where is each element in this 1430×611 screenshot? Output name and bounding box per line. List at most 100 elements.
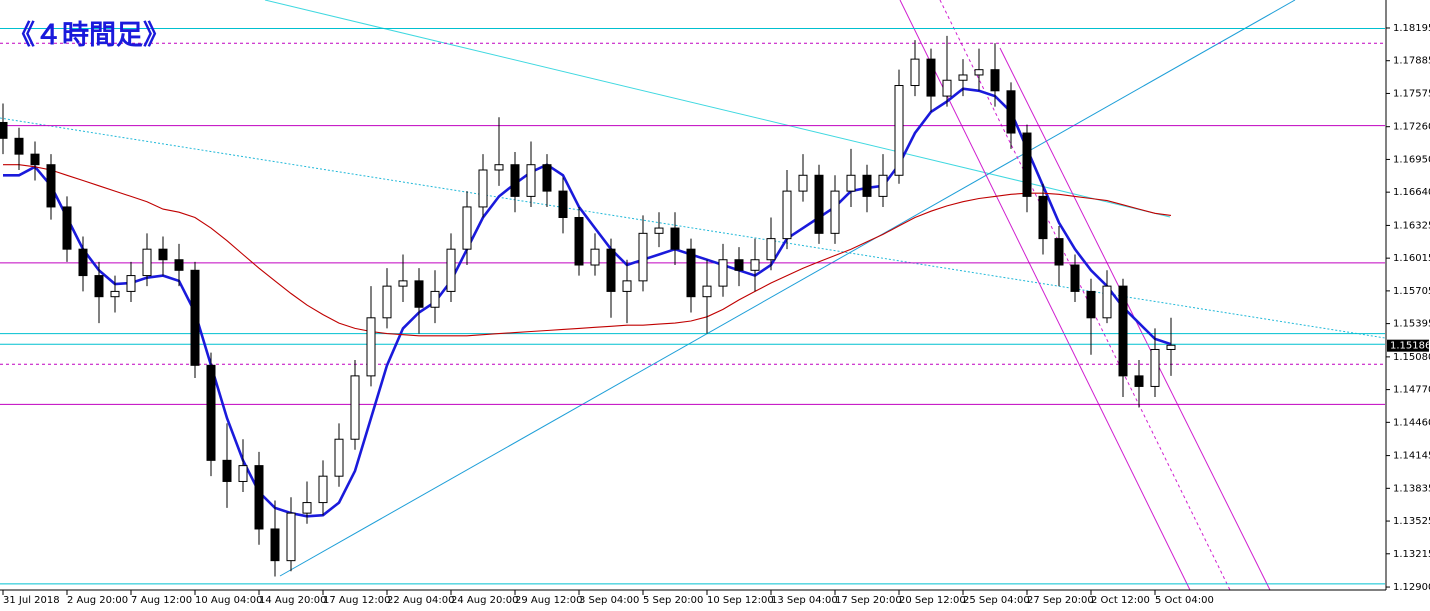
candle-body	[718, 259, 728, 287]
x-tick-label: 27 Sep 20:00	[1027, 595, 1094, 606]
x-tick-label: 29 Aug 12:00	[515, 595, 582, 606]
x-tick-label: 10 Sep 12:00	[707, 595, 774, 606]
candle-body	[174, 259, 184, 271]
trend-line	[264, 0, 1171, 218]
candle-body	[1070, 264, 1080, 292]
candle-body	[542, 164, 552, 192]
x-tick-label: 2 Aug 20:00	[67, 595, 128, 606]
candle-body	[638, 232, 648, 282]
candle-body	[46, 164, 56, 208]
candle-body	[1166, 344, 1176, 350]
last-price-box	[1387, 339, 1429, 352]
x-tick-label: 31 Jul 2018	[3, 595, 60, 606]
candle-body	[750, 259, 760, 271]
y-tick-label: 1.17885	[1393, 56, 1430, 67]
candle-body	[990, 69, 1000, 92]
candle-body	[782, 190, 792, 240]
candle-body	[1006, 90, 1016, 134]
y-tick-label: 1.16640	[1393, 187, 1430, 198]
y-tick-label: 1.13525	[1393, 516, 1430, 527]
candle-body	[462, 206, 472, 250]
candle-body	[110, 290, 120, 298]
candle-body	[1086, 290, 1096, 319]
chart-title: 《４時間足》	[8, 20, 170, 51]
x-tick-label: 3 Sep 04:00	[579, 595, 639, 606]
candle-body	[158, 248, 168, 261]
y-tick-label: 1.17260	[1393, 122, 1430, 133]
candle-body	[0, 121, 8, 139]
y-tick-label: 1.13835	[1393, 483, 1430, 494]
candle-body	[814, 174, 824, 234]
candle-body	[334, 438, 344, 477]
candle-body	[286, 512, 296, 562]
candle-body	[350, 375, 360, 440]
y-tick-label: 1.16325	[1393, 220, 1430, 231]
x-tick-label: 14 Aug 20:00	[259, 595, 326, 606]
candle-body	[254, 465, 264, 530]
y-tick-label: 1.15395	[1393, 319, 1430, 330]
candle-body	[430, 290, 440, 308]
candle-body	[446, 248, 456, 292]
y-tick-label: 1.15080	[1393, 352, 1430, 363]
candle-body	[190, 269, 200, 366]
candle-body	[398, 280, 408, 287]
x-tick-label: 17 Sep 20:00	[835, 595, 902, 606]
candle-body	[910, 58, 920, 87]
channel-line	[899, 0, 1191, 591]
candle-body	[222, 459, 232, 482]
candle-body	[366, 317, 376, 377]
candle-body	[30, 153, 40, 166]
candle-body	[926, 58, 936, 97]
candle-body	[1134, 375, 1144, 387]
candle-body	[1054, 238, 1064, 266]
candles	[0, 35, 1176, 577]
x-tick-label: 25 Sep 04:00	[963, 595, 1030, 606]
candle-body	[142, 248, 152, 277]
candle-body	[1102, 285, 1112, 319]
x-tick-label: 24 Aug 20:00	[451, 595, 518, 606]
candle-body	[1118, 285, 1128, 377]
candle-body	[94, 275, 104, 298]
x-tick-label: 2 Oct 12:00	[1091, 595, 1150, 606]
y-tick-label: 1.13215	[1393, 549, 1430, 560]
y-tick-label: 1.16950	[1393, 154, 1430, 165]
y-tick-label: 1.18195	[1393, 23, 1430, 34]
candle-body	[942, 79, 952, 97]
candle-body	[302, 502, 312, 514]
candle-body	[798, 174, 808, 192]
candle-body	[862, 174, 872, 197]
x-tick-label: 5 Oct 04:00	[1155, 595, 1214, 606]
candle-body	[126, 275, 136, 292]
candle-body	[734, 259, 744, 271]
candle-body	[1022, 132, 1032, 197]
candle-body	[494, 164, 504, 171]
x-tick-label: 7 Aug 12:00	[131, 595, 192, 606]
candle-body	[622, 280, 632, 292]
candle-body	[382, 285, 392, 319]
moving-average	[3, 164, 1172, 337]
candle-body	[238, 465, 248, 482]
candle-body	[558, 190, 568, 219]
x-tick-label: 20 Sep 12:00	[899, 595, 966, 606]
candle-body	[414, 280, 424, 308]
candle-body	[574, 217, 584, 266]
candle-body	[1038, 195, 1048, 240]
candle-body	[206, 364, 216, 461]
candle-body	[686, 248, 696, 298]
y-tick-label: 1.15705	[1393, 286, 1430, 297]
candle-body	[670, 227, 680, 250]
trend-line	[0, 117, 1386, 339]
candle-body	[78, 248, 88, 277]
channel-line	[939, 0, 1231, 591]
candle-body	[478, 169, 488, 208]
last-price-label: 1.15186	[1390, 341, 1430, 352]
candle-body	[270, 528, 280, 562]
x-tick-label: 17 Aug 12:00	[323, 595, 390, 606]
candle-body	[1150, 348, 1160, 387]
candle-body	[894, 85, 904, 176]
candle-body	[846, 174, 856, 192]
y-tick-label: 1.14145	[1393, 451, 1430, 462]
candle-body	[654, 227, 664, 234]
